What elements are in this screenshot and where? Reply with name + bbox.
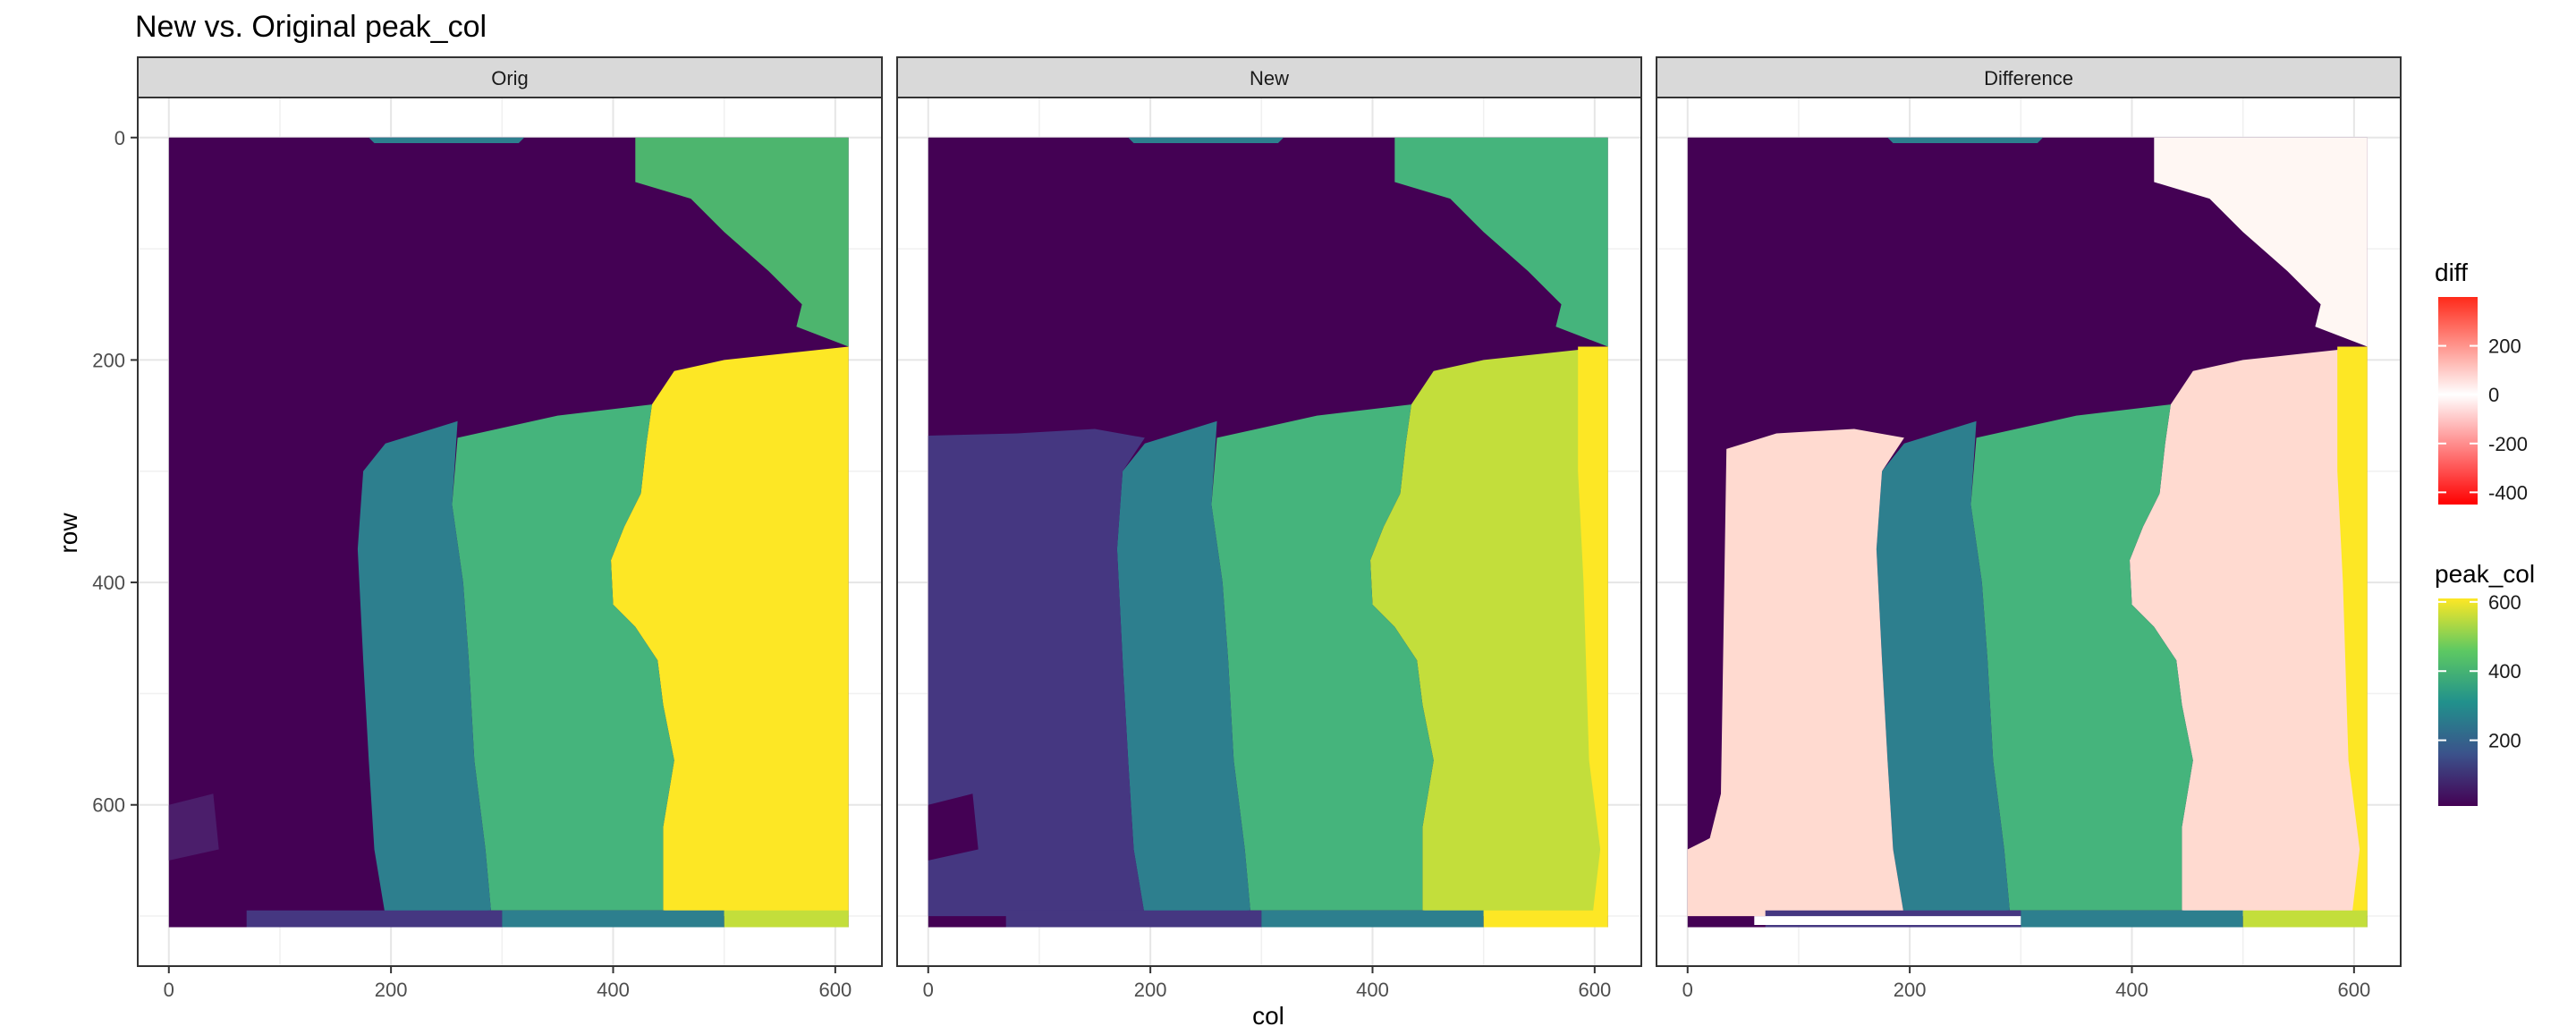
heatmap-cell-region [2242, 910, 2368, 928]
x-tick-label: 200 [1134, 979, 1167, 1001]
facet-panel-difference: Difference 0 200 400 600 [1656, 56, 2402, 1001]
chart-title: New vs. Original peak_col [135, 10, 487, 44]
heatmap-cell-region [502, 910, 724, 928]
legend-diff-title: diff [2435, 259, 2468, 286]
heatmap-cell-region [1578, 346, 1608, 917]
heatmap-cell-region [611, 346, 849, 917]
panel-border [896, 97, 1642, 967]
x-tick-label: 600 [818, 979, 852, 1001]
legend-tick-label: 200 [2488, 335, 2521, 358]
x-tick-label: 200 [375, 979, 408, 1001]
legend-peak-ticks: 600 400 200 [2438, 591, 2521, 752]
facet-panel-new: New 0 200 400 600 [896, 56, 1642, 1001]
panel-border [1656, 97, 2402, 967]
facet-strip-label: New [1250, 67, 1289, 89]
legend-peak-title: peak_col [2435, 560, 2535, 588]
heatmap-cell-region [452, 404, 674, 911]
heatmap-cell-region [1394, 137, 1608, 347]
y-tick-label: 400 [92, 572, 125, 594]
panel-border [137, 97, 883, 967]
heatmap-cell-region [1211, 404, 1434, 911]
heatmap-cell-region [635, 137, 849, 347]
facet-strip [137, 56, 883, 98]
x-tick-label: 200 [1894, 979, 1927, 1001]
heatmap-cell-region [1887, 137, 2044, 143]
heatmap-cell-region [1370, 346, 1608, 917]
heatmap-cell-region [1128, 137, 1284, 143]
x-tick-label: 0 [1682, 979, 1693, 1001]
heatmap-cell-region [1483, 910, 1608, 928]
facet-strip [1656, 56, 2402, 98]
x-axis-label: col [1252, 1002, 1284, 1030]
legend-peak-colorbar [2438, 598, 2478, 806]
x-tick-label: 400 [597, 979, 630, 1001]
heatmap-cell-region [2130, 346, 2368, 917]
y-tick-label: 200 [92, 349, 125, 371]
heatmap-cell-region [724, 910, 849, 928]
facet-strip [896, 56, 1642, 98]
legend-tick-label: -400 [2488, 481, 2528, 504]
facet-strip-label: Orig [491, 67, 529, 89]
y-tick-label: 600 [92, 794, 125, 817]
heatmap-cell-region [2021, 910, 2243, 928]
heatmap-cell-region [369, 137, 525, 143]
x-tick-label: 600 [1578, 979, 1611, 1001]
heatmap-raster [928, 137, 1608, 928]
heatmap-cell-region [2337, 346, 2368, 917]
facet-panel-orig: Orig 0 200 400 600 0 200 400 600 [92, 56, 883, 1001]
x-tick-label: 400 [2115, 979, 2148, 1001]
legend-tick-label: 400 [2488, 660, 2521, 683]
y-axis-label: row [55, 513, 82, 554]
heatmap-cell-region [1005, 910, 1262, 928]
x-tick-label: 600 [2337, 979, 2370, 1001]
heatmap-cell-region [1754, 916, 2021, 925]
heatmap-cell-region [168, 793, 219, 861]
heatmap-cell-region [1970, 404, 2193, 911]
legend-tick-label: 0 [2488, 384, 2499, 406]
heatmap-cell-region [1687, 428, 1904, 917]
heatmap-cell-region [1261, 910, 1484, 928]
legend-tick-label: 200 [2488, 730, 2521, 752]
legend-tick-label: -200 [2488, 433, 2528, 455]
x-tick-label: 0 [923, 979, 934, 1001]
legend-diff: diff 200 0 -200 -400 [2435, 259, 2528, 505]
legend-peak-col: peak_col 600 400 200 [2435, 560, 2535, 806]
heatmap-raster [168, 137, 849, 928]
legend-diff-ticks: 200 0 -200 -400 [2438, 335, 2528, 504]
heatmap-cell-region [246, 910, 503, 928]
legend-tick-label: 600 [2488, 591, 2521, 614]
heatmap-cell-region [2154, 137, 2368, 347]
heatmap-cell-region [357, 420, 491, 917]
y-tick-label: 0 [114, 127, 125, 149]
facet-strip-label: Difference [1984, 67, 2073, 89]
x-tick-label: 0 [164, 979, 174, 1001]
legend-diff-colorbar [2438, 297, 2478, 505]
heatmap-raster [1687, 137, 2368, 928]
heatmap-cell-region [1876, 420, 2010, 917]
heatmap-cell-region [928, 428, 1145, 917]
heatmap-cell-region [1116, 420, 1250, 917]
heatmap-cell-region [928, 793, 979, 861]
x-tick-label: 400 [1356, 979, 1389, 1001]
